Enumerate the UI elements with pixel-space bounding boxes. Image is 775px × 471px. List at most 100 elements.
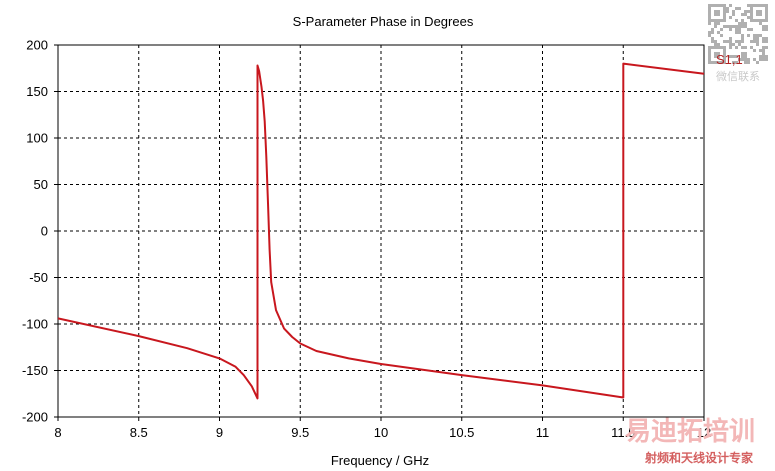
qr-module (756, 19, 759, 22)
qr-module (750, 7, 753, 10)
qr-module (729, 43, 732, 46)
qr-module (714, 10, 717, 13)
y-tick-label: 150 (26, 84, 48, 99)
qr-module (738, 28, 741, 31)
qr-module (753, 49, 756, 52)
qr-module (714, 40, 717, 43)
qr-module (759, 19, 762, 22)
qr-module (744, 46, 747, 49)
qr-module (759, 55, 762, 58)
qr-module (711, 46, 714, 49)
qr-module (735, 7, 738, 10)
qr-module (708, 19, 711, 22)
qr-module (741, 13, 744, 16)
qr-module (756, 37, 759, 40)
qr-module (717, 52, 720, 55)
qr-module (744, 55, 747, 58)
qr-module (735, 46, 738, 49)
qr-module (759, 10, 762, 13)
qr-module (732, 55, 735, 58)
qr-module (765, 37, 768, 40)
qr-module (708, 58, 711, 61)
series-line-s11 (57, 62, 705, 400)
qr-module (747, 61, 750, 64)
qr-module (711, 61, 714, 64)
qr-module (762, 40, 765, 43)
qr-module (720, 4, 723, 7)
qr-module (762, 4, 765, 7)
qr-module (735, 31, 738, 34)
qr-module (753, 4, 756, 7)
qr-module (741, 19, 744, 22)
qr-module (753, 34, 756, 37)
qr-module (741, 40, 744, 43)
qr-module (744, 58, 747, 61)
qr-module (744, 13, 747, 16)
grid (58, 45, 704, 417)
qr-module (714, 52, 717, 55)
qr-module (741, 34, 744, 37)
qr-module (741, 46, 744, 49)
watermark-tagline: 射频和天线设计专家 (644, 450, 754, 465)
qr-module (717, 4, 720, 7)
qr-module (765, 7, 768, 10)
qr-module (708, 13, 711, 16)
qr-module (732, 61, 735, 64)
x-tick-label: 12 (697, 425, 711, 440)
qr-module (723, 16, 726, 19)
qr-module (738, 58, 741, 61)
qr-module (720, 19, 723, 22)
qr-module (720, 34, 723, 37)
qr-module (750, 13, 753, 16)
qr-module (708, 31, 711, 34)
qr-module (729, 16, 732, 19)
qr-module (738, 22, 741, 25)
qr-module (723, 7, 726, 10)
qr-module (762, 49, 765, 52)
qr-module (729, 46, 732, 49)
qr-module (726, 7, 729, 10)
qr-module (723, 61, 726, 64)
qr-module (723, 25, 726, 28)
qr-module (747, 34, 750, 37)
qr-module (711, 31, 714, 34)
qr-module (708, 4, 711, 7)
qr-module (714, 19, 717, 22)
qr-module (744, 52, 747, 55)
qr-module (735, 61, 738, 64)
qr-module (735, 19, 738, 22)
qr-module (714, 25, 717, 28)
qr-module (765, 28, 768, 31)
qr-module (738, 31, 741, 34)
qr-module (732, 25, 735, 28)
qr-module (762, 55, 765, 58)
y-tick-label: -200 (22, 410, 48, 425)
qr-module (723, 10, 726, 13)
qr-module (708, 22, 711, 25)
qr-module (714, 4, 717, 7)
qr-module (750, 10, 753, 13)
qr-module (750, 19, 753, 22)
qr-module (741, 37, 744, 40)
qr-module (717, 10, 720, 13)
qr-module (750, 46, 753, 49)
y-tick-label: -100 (22, 317, 48, 332)
qr-module (735, 25, 738, 28)
qr-module (753, 19, 756, 22)
qr-module (723, 49, 726, 52)
y-tick-label: 200 (26, 38, 48, 53)
x-tick-label: 8.5 (130, 425, 148, 440)
qr-module (711, 37, 714, 40)
x-tick-label: 11.5 (611, 425, 635, 440)
axis-ticks: 8 8.5 9 9.5 10 10.5 11 11.5 12 200 150 100 50 0 -50 -10… (22, 38, 711, 441)
qr-module (708, 52, 711, 55)
qr-module (762, 28, 765, 31)
qr-module (717, 22, 720, 25)
qr-module (732, 43, 735, 46)
x-tick-label: 10 (374, 425, 388, 440)
qr-module (723, 46, 726, 49)
qr-module (765, 10, 768, 13)
qr-module (708, 34, 711, 37)
qr-module (759, 4, 762, 7)
